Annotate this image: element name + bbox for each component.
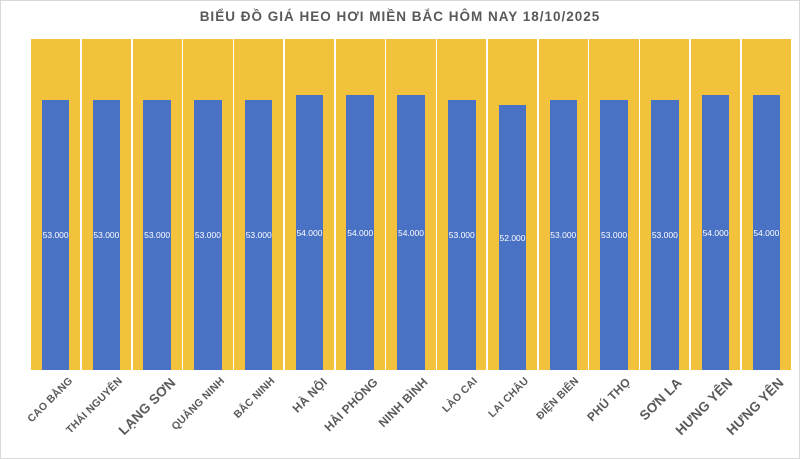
category-cell: CAO BẰNG [25,371,82,458]
category-column: 53.000 [437,39,487,370]
category-label: ĐIỆN BIÊN [534,375,582,423]
category-cell: PHÚ THỌ [584,371,639,458]
category-column: 53.000 [589,39,639,370]
category-cell: LẠNG SƠN [115,371,183,458]
bar-value-label: 54.000 [296,227,323,238]
category-column: 52.000 [487,39,538,370]
bar-value-label: 53.000 [42,230,69,241]
category-label: PHÚ THỌ [584,375,634,425]
bar: 53.000 [651,100,679,370]
category-cell: HÀ NỘI [284,371,335,458]
bar-value-label: 54.000 [702,227,729,238]
bar-value-label: 54.000 [753,227,780,238]
bar: 52.000 [498,105,527,370]
category-column: 53.000 [538,39,588,370]
bar: 54.000 [346,95,375,370]
category-column: 54.000 [335,39,385,370]
bar: 53.000 [143,100,171,370]
category-cell: SƠN LA [636,371,690,458]
bar-value-label: 53.000 [194,230,221,241]
category-cell: ĐIỆN BIÊN [534,371,589,458]
category-cell: HƯNG YÊN [673,371,741,458]
category-label: LAI CHÂU [485,375,531,421]
category-label: LÀO CAI [440,375,481,416]
bar-value-label: 53.000 [601,230,628,241]
category-column: 53.000 [234,39,284,370]
category-label: HÀ NỘI [289,375,330,416]
bar: 53.000 [447,100,476,370]
category-column: 53.000 [31,39,81,370]
bar: 54.000 [295,95,324,370]
bar: 53.000 [194,100,222,370]
category-axis: CAO BẰNG THÁI NGUYÊN LẠNG SƠN QUẢNG NINH BẮC… [25,371,791,458]
category-cell: THÁI NGUYÊN [64,371,133,458]
bar: 53.000 [600,100,628,370]
category-label: CAO BẰNG [24,375,75,426]
bar: 54.000 [397,95,425,370]
category-column: 53.000 [183,39,233,370]
bar-value-label: 53.000 [448,230,475,241]
bar-value-label: 54.000 [347,227,374,238]
category-column: 54.000 [690,39,741,370]
category-cell: BẮC NINH [231,371,285,458]
category-column: 54.000 [284,39,335,370]
bar: 53.000 [92,100,121,370]
bar: 54.000 [752,95,781,370]
category-column: 54.000 [741,39,791,370]
bar: 53.000 [549,100,578,370]
bar-value-label: 53.000 [550,230,577,241]
bar: 53.000 [244,100,273,370]
chart-title: BIỂU ĐỒ GIÁ HEO HƠI MIỀN BẮC HÔM NAY 18/… [199,9,601,24]
category-label: BẮC NINH [231,375,278,421]
category-cell: HƯNG YÊN [723,371,791,458]
bar-value-label: 53.000 [651,230,678,241]
bar-value-label: 54.000 [397,227,424,238]
bar-value-label: 53.000 [93,230,120,241]
bar-value-label: 53.000 [144,230,171,241]
category-cell: QUẢNG NINH [169,371,234,458]
category-column: 53.000 [132,39,182,370]
bar-value-label: 52.000 [499,232,526,243]
category-label: SƠN LA [636,375,686,424]
plot-area: 53.000 53.000 53.000 53.000 53.000 54.000 54.0… [31,39,791,370]
category-cell: LAI CHÂU [485,371,538,458]
category-cell: NINH BÌNH [376,371,437,458]
bar-value-label: 53.000 [245,230,272,241]
category-column: 53.000 [640,39,690,370]
category-column: 54.000 [386,39,436,370]
category-cell: HẢI PHÒNG [321,371,386,458]
bar: 53.000 [41,100,70,370]
bar: 54.000 [701,95,730,370]
category-cell: LÀO CAI [436,371,487,458]
category-column: 53.000 [81,39,132,370]
